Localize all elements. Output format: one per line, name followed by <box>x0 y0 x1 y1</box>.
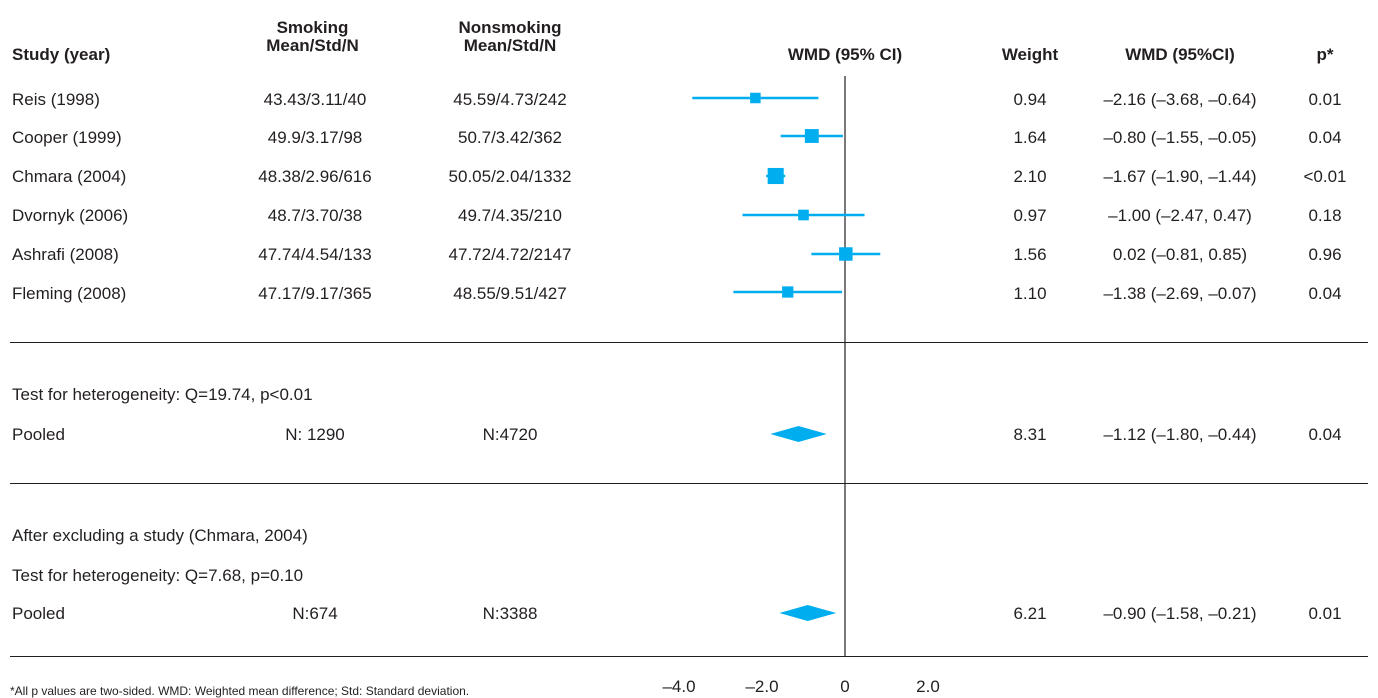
p-value: 0.18 <box>1308 206 1342 225</box>
nonsmoking-value: 50.7/3.42/362 <box>458 128 562 147</box>
point-estimate-square <box>839 247 853 261</box>
pooled-marks <box>770 426 837 621</box>
p-value: 0.04 <box>1308 128 1342 147</box>
nonsmoking-value: 49.7/4.35/210 <box>458 206 562 225</box>
header-smoking-line2: Mean/Std/N <box>266 36 359 55</box>
weight-value: 1.64 <box>1013 128 1047 147</box>
study-name: Reis (1998) <box>12 90 100 109</box>
smoking-value: 49.9/3.17/98 <box>267 128 363 147</box>
study-name: Dvornyk (2006) <box>12 206 129 225</box>
p-value: 0.04 <box>1308 425 1342 444</box>
wmd-value: –0.90 (–1.58, –0.21) <box>1103 604 1257 623</box>
weight-value: 1.56 <box>1013 245 1047 264</box>
section-divider <box>10 483 1368 484</box>
nonsmoking-value: 50.05/2.04/1332 <box>448 167 572 186</box>
header-nonsmoking-line1: Nonsmoking <box>458 18 562 37</box>
wmd-value: 0.02 (–0.81, 0.85) <box>1112 245 1248 264</box>
study-marks <box>692 92 881 298</box>
weight-value: 8.31 <box>1013 425 1047 444</box>
point-estimate-square <box>804 129 819 143</box>
weight-value: 6.21 <box>1013 604 1047 623</box>
weight-value: 0.94 <box>1013 90 1047 109</box>
wmd-value: –1.67 (–1.90, –1.44) <box>1103 167 1257 186</box>
p-value: 0.01 <box>1308 90 1342 109</box>
point-estimate-square <box>782 286 794 298</box>
smoking-value: 47.74/4.54/133 <box>258 245 372 264</box>
smoking-value: 43.43/3.11/40 <box>263 90 367 109</box>
bottom-rule <box>10 656 1368 657</box>
nonsmoking-total: N:3388 <box>482 604 538 623</box>
x-tick-label: 0 <box>840 677 849 696</box>
study-name: Ashrafi (2008) <box>12 245 119 264</box>
study-name: Fleming (2008) <box>12 284 127 303</box>
pooled-label: Pooled <box>12 425 65 444</box>
study-name: Cooper (1999) <box>12 128 122 147</box>
wmd-value: –1.12 (–1.80, –0.44) <box>1103 425 1257 444</box>
wmd-value: –0.80 (–1.55, –0.05) <box>1103 128 1257 147</box>
smoking-value: 47.17/9.17/365 <box>258 284 372 303</box>
heterogeneity-test-2: Test for heterogeneity: Q=7.68, p=0.10 <box>12 566 304 585</box>
header-smoking-line1: Smoking <box>276 18 349 37</box>
wmd-value: –2.16 (–3.68, –0.64) <box>1103 90 1257 109</box>
section-divider <box>10 342 1368 343</box>
smoking-total: N:674 <box>292 604 338 623</box>
smoking-total: N: 1290 <box>285 425 345 444</box>
smoking-value: 48.38/2.96/616 <box>258 167 372 186</box>
x-tick-label: –4.0 <box>662 677 695 696</box>
point-estimate-square <box>767 167 784 185</box>
nonsmoking-value: 45.59/4.73/242 <box>453 90 567 109</box>
x-axis-ticks: –4.0 –2.0 0 2.0 <box>662 677 939 696</box>
nonsmoking-value: 47.72/4.72/2147 <box>448 245 572 264</box>
wmd-value: –1.38 (–2.69, –0.07) <box>1103 284 1257 303</box>
smoking-value: 48.7/3.70/38 <box>267 206 363 225</box>
p-value: 0.04 <box>1308 284 1342 303</box>
exclusion-note: After excluding a study (Chmara, 2004) <box>12 526 308 545</box>
footnote: *All p values are two-sided. WMD: Weight… <box>10 684 470 698</box>
point-estimate-square <box>798 209 809 221</box>
x-tick-label: –2.0 <box>745 677 778 696</box>
weight-value: 2.10 <box>1013 167 1047 186</box>
pooled-diamond <box>779 605 837 621</box>
nonsmoking-total: N:4720 <box>482 425 538 444</box>
header-p: p* <box>1316 45 1334 64</box>
study-name: Chmara (2004) <box>12 167 127 186</box>
header-weight: Weight <box>1001 45 1059 64</box>
nonsmoking-value: 48.55/9.51/427 <box>453 284 567 303</box>
p-value: <0.01 <box>1303 167 1347 186</box>
pooled-diamond <box>770 426 827 442</box>
heterogeneity-test-1: Test for heterogeneity: Q=19.74, p<0.01 <box>12 385 313 404</box>
header-wmd: WMD (95%CI) <box>1125 45 1235 64</box>
weight-value: 0.97 <box>1013 206 1047 225</box>
weight-value: 1.10 <box>1013 284 1047 303</box>
header-nonsmoking-line2: Mean/Std/N <box>463 36 557 55</box>
p-value: 0.96 <box>1308 245 1342 264</box>
p-value: 0.01 <box>1308 604 1342 623</box>
header-study: Study (year) <box>12 45 111 64</box>
pooled-label: Pooled <box>12 604 65 623</box>
header-plot: WMD (95% CI) <box>787 45 903 64</box>
x-tick-label: 2.0 <box>916 677 940 696</box>
wmd-value: –1.00 (–2.47, 0.47) <box>1108 206 1252 225</box>
point-estimate-square <box>750 92 761 104</box>
